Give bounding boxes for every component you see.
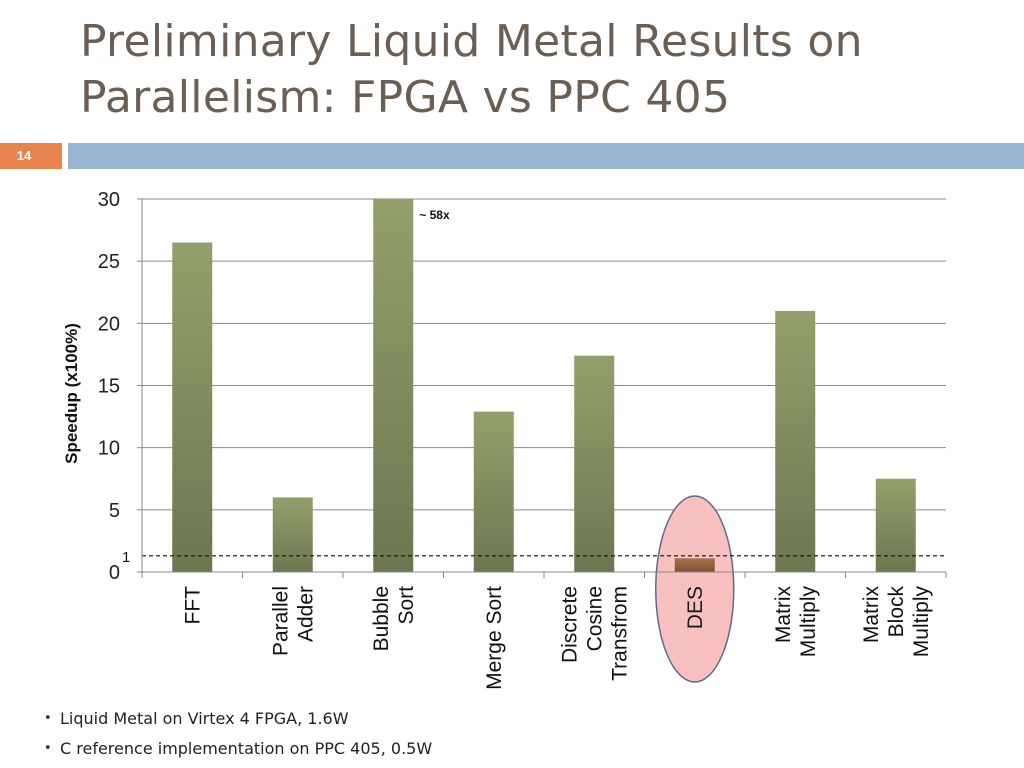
y-tick-label: 5 — [109, 500, 120, 522]
y-tick-label: 10 — [98, 438, 120, 460]
bar — [775, 310, 816, 572]
bullet-dot-icon: • — [44, 741, 52, 756]
axes — [137, 198, 947, 578]
slide-title: Preliminary Liquid Metal Results on Para… — [80, 14, 1000, 126]
bars — [172, 199, 916, 572]
slide-number-box — [0, 143, 62, 169]
x-category-label: Discrete — [558, 586, 581, 663]
x-category-label: Block — [885, 586, 908, 638]
y-tick-label: 20 — [98, 313, 120, 335]
slide-title-line-2: Parallelism: FPGA vs PPC 405 — [80, 72, 731, 123]
x-category-label: DES — [684, 586, 707, 629]
highlight-ellipse — [655, 495, 735, 683]
header-banner — [68, 143, 1024, 169]
x-category-label: Sort — [395, 586, 418, 625]
slide-title-line-1: Preliminary Liquid Metal Results on — [80, 16, 863, 67]
x-category-label: Bubble — [370, 586, 393, 651]
x-category-label: Parallel — [269, 586, 292, 656]
x-category-label: FFT — [181, 586, 204, 625]
y-tick-label: 25 — [98, 251, 120, 273]
bullet-item: • C reference implementation on PPC 405, … — [44, 734, 944, 764]
y-tick-label: 0 — [109, 562, 120, 584]
slide-number: 14 — [16, 148, 32, 163]
bar — [272, 497, 313, 572]
x-category-label: Multiply — [797, 586, 820, 658]
bullet-dot-icon: • — [44, 711, 52, 726]
x-category-label: Matrix — [860, 586, 883, 644]
x-category-label: Merge Sort — [483, 586, 506, 690]
highlight-layer — [655, 495, 735, 683]
y-axis-label: Speedup (x100%) — [62, 323, 81, 464]
x-category-label: Adder — [294, 586, 317, 642]
bar — [674, 558, 715, 572]
y-tick-label: 30 — [98, 189, 120, 211]
y-tick-label: 15 — [98, 376, 120, 398]
x-category-label: Transfrom — [608, 586, 631, 681]
reference-line-label: 1 — [122, 549, 130, 566]
x-category-label: Cosine — [583, 586, 606, 651]
bar — [875, 478, 916, 572]
bar — [574, 355, 615, 572]
bullet-text: C reference implementation on PPC 405, 0… — [60, 739, 433, 758]
gridlines — [142, 198, 946, 511]
bar — [172, 242, 213, 572]
bar-annotation: ~ 58x — [419, 208, 450, 222]
bar — [473, 411, 514, 572]
bar — [373, 199, 414, 572]
speedup-bar-chart: 0 5 10 15 20 25 30 Speedup (x100%) 1 ~ 58x FFT Para… — [62, 189, 947, 690]
x-category-label: Matrix — [772, 586, 795, 644]
bullet-item: • Liquid Metal on Virtex 4 FPGA, 1.6W — [44, 704, 944, 734]
bullet-text: Liquid Metal on Virtex 4 FPGA, 1.6W — [60, 709, 349, 728]
labels: 0 5 10 15 20 25 30 Speedup (x100%) 1 ~ 58x FFT Para… — [62, 189, 933, 690]
x-category-label: Multiply — [910, 586, 933, 658]
bullet-list: • Liquid Metal on Virtex 4 FPGA, 1.6W • C … — [44, 704, 944, 764]
